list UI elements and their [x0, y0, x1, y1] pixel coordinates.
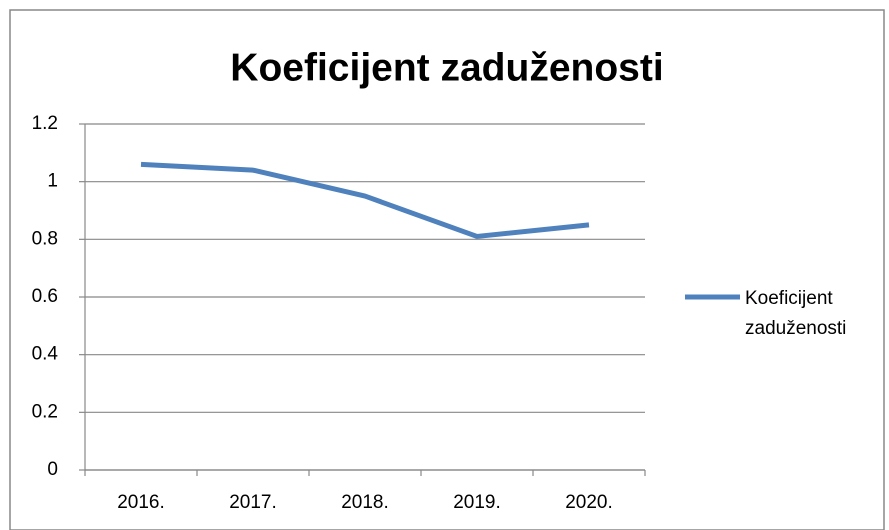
y-tick-label: 0.2 [32, 401, 58, 422]
x-tick-label: 2020. [565, 492, 613, 513]
x-tick-label: 2016. [117, 492, 165, 513]
chart-border [9, 9, 885, 530]
chart-title: Koeficijent zaduženosti [230, 46, 663, 89]
legend-label: Koeficijent zaduženosti [745, 288, 847, 339]
y-tick-label: 0 [47, 459, 58, 480]
y-tick-label: 0.4 [32, 344, 59, 365]
y-tick-label: 1.2 [32, 113, 58, 134]
series-line [140, 161, 590, 239]
x-tick-label: 2019. [453, 492, 501, 513]
y-tick-label: 0.6 [32, 286, 58, 307]
x-tick-label: 2017. [229, 492, 277, 513]
y-tick-label: 0.8 [32, 228, 58, 249]
y-tick-label: 1 [47, 171, 58, 192]
x-tick-label: 2018. [341, 492, 389, 513]
